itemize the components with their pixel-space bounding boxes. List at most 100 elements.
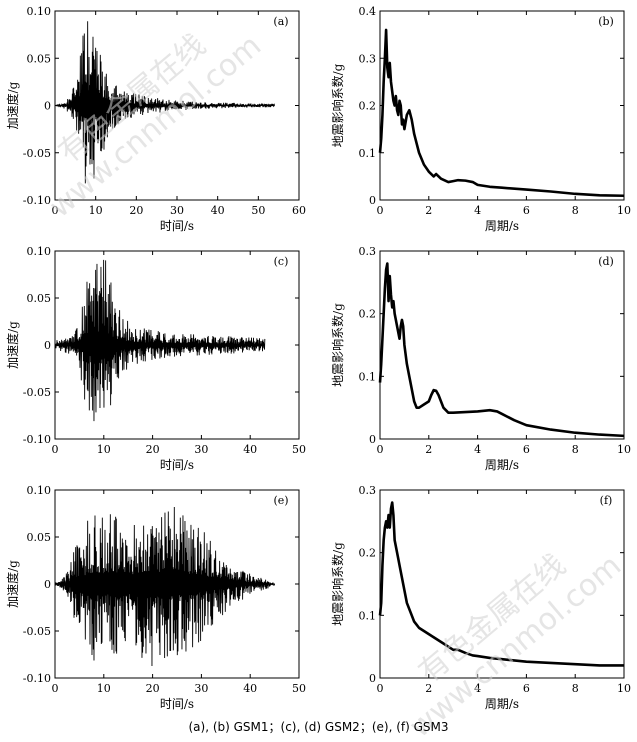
- y-tick-label: -0.05: [23, 625, 51, 638]
- x-axis-label: 时间/s: [160, 458, 194, 472]
- panel-d: 0 2 4 6 8 10 0 0.1 0.2 0.3 (d) 周期/s 地震影响系数/g: [330, 245, 631, 472]
- x-tick-label: 4: [474, 682, 481, 695]
- y-tick-label: -0.05: [23, 147, 51, 160]
- x-tick-label: 0: [377, 204, 384, 217]
- y-axis-label: 地震影响系数/g: [330, 303, 345, 387]
- panel-tag: (c): [274, 255, 289, 268]
- x-tick-label: 10: [97, 682, 111, 695]
- x-axis-label: 时间/s: [160, 697, 194, 711]
- panel-tag: (b): [598, 15, 614, 28]
- x-tick-label: 4: [474, 443, 481, 456]
- x-tick-label: 30: [170, 204, 184, 217]
- y-tick-label: 0: [44, 339, 51, 352]
- x-tick-label: 10: [89, 204, 103, 217]
- y-tick-label: 0: [44, 100, 51, 113]
- panel-tag: (e): [273, 494, 288, 507]
- x-tick-label: 50: [251, 204, 265, 217]
- series-line-d: [378, 262, 625, 438]
- x-tick-label: 40: [243, 443, 257, 456]
- x-tick-label: 2: [425, 682, 432, 695]
- x-tick-label: 20: [146, 682, 160, 695]
- figure-caption: (a), (b) GSM1；(c), (d) GSM2；(e), (f) GSM…: [188, 720, 449, 734]
- x-axis-label: 时间/s: [160, 219, 194, 233]
- series-line-a: [54, 21, 276, 184]
- x-tick-label: 0: [377, 682, 384, 695]
- x-tick-label: 30: [194, 682, 208, 695]
- y-axis-label: 加速度/g: [5, 560, 20, 608]
- plot-frame: [379, 10, 625, 201]
- x-tick-label: 10: [617, 443, 631, 456]
- x-tick-label: 8: [572, 443, 579, 456]
- x-tick-label: 10: [617, 682, 631, 695]
- y-tick-label: 0.4: [359, 5, 377, 18]
- series-line-f: [378, 501, 624, 667]
- x-tick-label: 50: [292, 682, 306, 695]
- plot-frame: [379, 489, 625, 679]
- x-tick-label: 4: [474, 204, 481, 217]
- x-tick-label: 6: [523, 204, 530, 217]
- x-tick-label: 10: [617, 204, 631, 217]
- x-tick-label: 8: [572, 204, 579, 217]
- plot-frame: [379, 250, 625, 440]
- y-tick-label: 0: [369, 672, 376, 685]
- x-tick-label: 0: [52, 682, 59, 695]
- x-axis-label: 周期/s: [485, 458, 519, 472]
- y-tick-label: 0: [369, 433, 376, 446]
- y-tick-label: 0.05: [27, 531, 52, 544]
- y-tick-label: 0.2: [359, 547, 377, 560]
- y-axis-label: 加速度/g: [5, 81, 20, 129]
- y-tick-label: -0.10: [23, 433, 51, 446]
- y-tick-label: -0.05: [23, 386, 51, 399]
- y-axis-label: 加速度/g: [5, 321, 20, 369]
- x-axis-label: 周期/s: [485, 219, 519, 233]
- x-tick-label: 0: [52, 204, 59, 217]
- panel-tag: (a): [273, 15, 288, 28]
- y-tick-label: 0.1: [359, 147, 377, 160]
- panel-tag: (f): [600, 494, 613, 507]
- x-tick-label: 0: [377, 443, 384, 456]
- x-tick-label: 2: [425, 204, 432, 217]
- series-line-c: [54, 259, 266, 422]
- x-axis-label: 周期/s: [485, 697, 519, 711]
- y-tick-label: 0.2: [359, 100, 377, 113]
- panel-b: 0 2 4 6 8 10 0 0.1 0.2 0.3 0.4 (b) 周期/s 地震影响系数/g: [330, 5, 631, 233]
- y-tick-label: 0: [44, 578, 51, 591]
- y-tick-label: 0.10: [27, 484, 52, 497]
- series-line-e: [54, 506, 276, 667]
- y-tick-label: 0.05: [27, 52, 52, 65]
- y-tick-label: 0.1: [359, 370, 377, 383]
- y-tick-label: -0.10: [23, 672, 51, 685]
- x-tick-label: 6: [523, 682, 530, 695]
- x-tick-label: 30: [194, 443, 208, 456]
- y-tick-label: 0.05: [27, 292, 52, 305]
- panel-c: 0 10 20 30 40 50 -0.10 -0.05 0 0.05 0.10 (c) 时间/s 加速度…: [5, 245, 306, 472]
- panel-e: 0 10 20 30 40 50 -0.10 -0.05 0 0.05 0.10 (e) 时间/s 加速度…: [5, 484, 306, 711]
- x-tick-label: 20: [129, 204, 143, 217]
- x-tick-label: 0: [52, 443, 59, 456]
- y-tick-label: 0: [369, 194, 376, 207]
- y-tick-label: 0.3: [359, 52, 377, 65]
- x-tick-label: 50: [292, 443, 306, 456]
- x-tick-label: 10: [97, 443, 111, 456]
- panel-a: 0 10 20 30 40 50 60 -0.10 -0.05 0 0.05 0.10 (a) 时间/s 加…: [5, 5, 306, 233]
- panel-tag: (d): [598, 255, 614, 268]
- y-axis-label: 地震影响系数/g: [330, 542, 345, 626]
- y-tick-label: 0.10: [27, 245, 52, 258]
- x-tick-label: 2: [425, 443, 432, 456]
- y-tick-label: -0.10: [23, 194, 51, 207]
- y-tick-label: 0.3: [359, 245, 377, 258]
- y-tick-label: 0.3: [359, 484, 377, 497]
- panel-f: 0 2 4 6 8 10 0 0.1 0.2 0.3 (f) 周期/s 地震影响系数/g: [330, 484, 631, 711]
- x-tick-label: 20: [146, 443, 160, 456]
- x-tick-label: 60: [292, 204, 306, 217]
- series-line-b: [378, 28, 625, 198]
- y-axis-label: 地震影响系数/g: [330, 63, 345, 147]
- y-tick-label: 0.1: [359, 609, 377, 622]
- y-tick-label: 0.2: [359, 308, 377, 321]
- x-tick-label: 40: [243, 682, 257, 695]
- x-tick-label: 8: [572, 682, 579, 695]
- y-tick-label: 0.10: [27, 5, 52, 18]
- x-tick-label: 40: [211, 204, 225, 217]
